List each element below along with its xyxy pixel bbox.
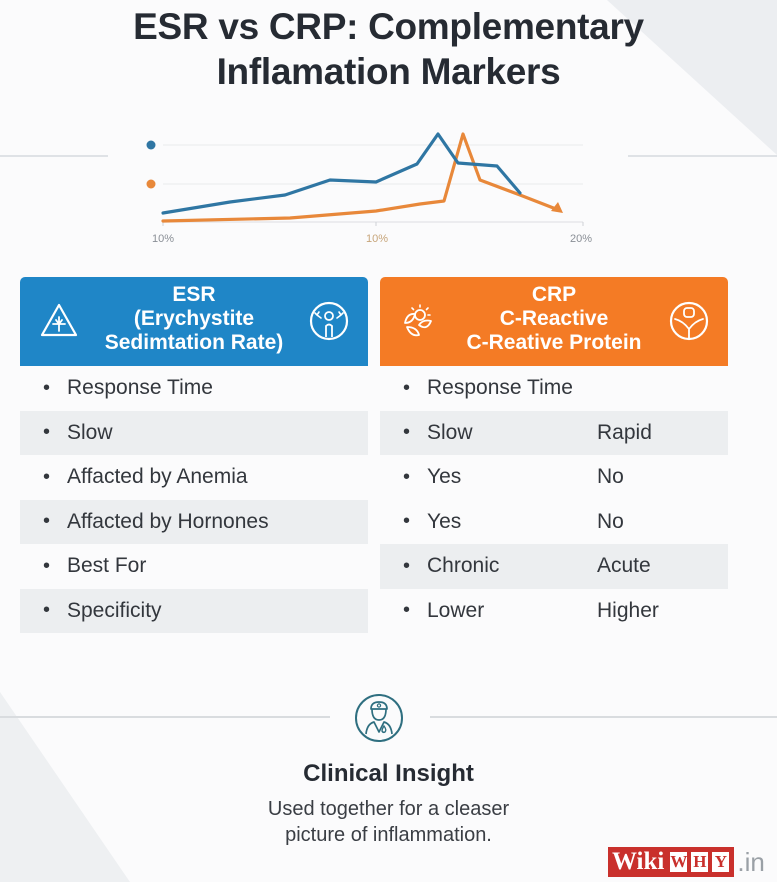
esr-row-label: Slow [67, 420, 113, 444]
crp-row-crp-value: Rapid [597, 420, 652, 444]
esr-header-title: ESR [172, 283, 216, 306]
legend-dot-crp [146, 179, 156, 189]
bullet: • [402, 376, 410, 399]
crp-row-esr-value: Chronic [427, 554, 500, 578]
blood-cell-icon [309, 301, 349, 341]
bullet: • [402, 421, 410, 444]
crp-header-subtitle: C-Reactive [499, 307, 609, 330]
esr-header-subtitle: Sedimtation Rate) [104, 331, 284, 354]
esr-row-label: Response Time [67, 376, 213, 400]
protein-shield-icon [669, 301, 709, 341]
arrow-head-icon [551, 202, 563, 213]
x-tick-label: 10% [152, 233, 175, 245]
bullet: • [42, 465, 50, 488]
esr-row: • Specificity [20, 588, 368, 633]
insight-title: Clinical Insight [303, 760, 474, 787]
logo-why-text: W H Y [667, 851, 731, 873]
crp-header-title: CRP [531, 283, 577, 306]
crp-row: • Slow Rapid [380, 410, 728, 455]
crp-row-crp-value: Acute [597, 554, 651, 578]
x-tick-label: 20% [570, 233, 593, 245]
esr-header: ESR (Erychystite Sedimtation Rate) [20, 277, 368, 366]
logo-box: Wiki W H Y [608, 847, 735, 877]
legend-dot-esr [146, 140, 156, 150]
page-title: ESR vs CRP: Complementary Inflamation Ma… [0, 4, 777, 94]
crp-row-crp-value: Higher [597, 598, 659, 622]
bullet: • [402, 554, 410, 577]
insight-text-line: Used together for a cleaser [267, 798, 510, 820]
crp-header-subtitle: C-Reative Protein [466, 331, 642, 354]
esr-row: • Slow [20, 410, 368, 455]
logo-letter: H [690, 851, 710, 873]
crp-panel: CRP C-Reactive C-Reative Protein • Respo… [380, 277, 728, 633]
title-line-1: ESR vs CRP: Complementary [133, 6, 644, 47]
logo-letter: Y [711, 851, 731, 873]
bullet: • [402, 599, 410, 622]
crp-row-esr-value: Slow [427, 420, 473, 444]
wikiwhy-logo[interactable]: Wiki W H Y .in [608, 846, 765, 878]
logo-tld-text: .in [737, 846, 765, 877]
bullet: • [42, 376, 50, 399]
insight-text-line: picture of inflammation. [285, 824, 492, 846]
crp-row: • Yes No [380, 500, 728, 545]
divider [0, 716, 330, 718]
series-line-esr [161, 132, 522, 215]
crp-row-crp-value: No [597, 509, 624, 533]
insight-text: Used together for a cleaser picture of i… [0, 796, 777, 848]
title-line-2: Inflamation Markers [216, 51, 561, 92]
esr-row-label: Specificity [67, 598, 162, 622]
logo-wiki-text: Wiki [612, 848, 665, 875]
crp-header: CRP C-Reactive C-Reative Protein [380, 277, 728, 366]
x-tick-label: 10% [366, 233, 389, 245]
divider [430, 716, 777, 718]
crp-row-label: Response Time [427, 376, 573, 400]
esr-row: • Response Time [20, 366, 368, 411]
esr-row: • Affacted by Hornones [20, 499, 368, 544]
bullet: • [402, 510, 410, 533]
bullet: • [42, 421, 50, 444]
crp-row: • Yes No [380, 455, 728, 500]
divider [628, 155, 777, 157]
crp-row-crp-value: No [597, 465, 624, 489]
esr-header-subtitle: (Erychystite [133, 307, 255, 330]
bacteria-leaf-icon [404, 304, 432, 337]
crp-row: • Response Time [380, 366, 728, 411]
crp-row: • Chronic Acute [380, 544, 728, 589]
logo-letter: W [669, 851, 689, 873]
esr-row-label: Affacted by Anemia [67, 465, 248, 489]
doctor-icon [355, 694, 403, 742]
esr-row: • Affacted by Anemia [20, 455, 368, 500]
crp-row-esr-value: Lower [427, 598, 485, 622]
bullet: • [42, 599, 50, 622]
crp-row-esr-value: Yes [427, 465, 462, 489]
crp-row: • Lower Higher [380, 589, 728, 634]
esr-row-label: Best For [67, 554, 147, 578]
series-line-crp [161, 132, 558, 223]
esr-panel: ESR (Erychystite Sedimtation Rate) • Res… [20, 277, 368, 633]
line-chart: 10% 10% 20% [130, 120, 610, 260]
bullet: • [402, 465, 410, 488]
crp-row-esr-value: Yes [427, 509, 462, 533]
divider [0, 155, 108, 157]
esr-row-label: Affacted by Hornones [67, 509, 269, 533]
chart-plot [146, 132, 584, 226]
esr-row: • Best For [20, 544, 368, 589]
warning-triangle-icon [40, 303, 78, 337]
bullet: • [42, 554, 50, 577]
bullet: • [42, 510, 50, 533]
